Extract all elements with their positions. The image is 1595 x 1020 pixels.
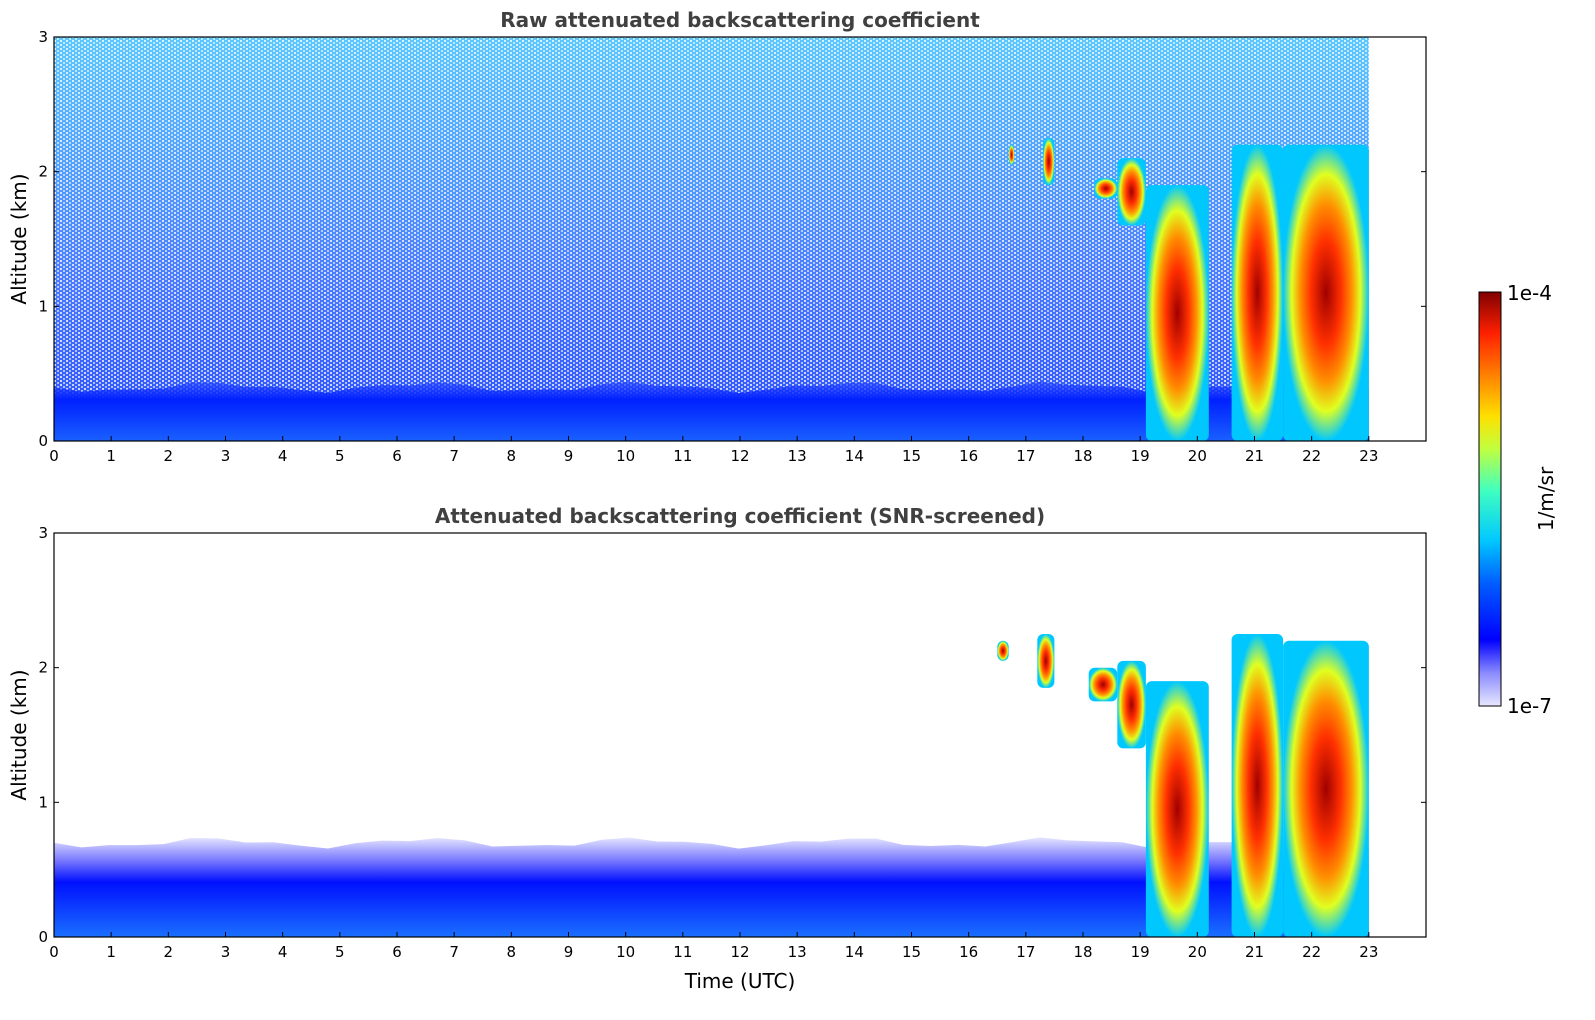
y-tick-label: 3 [38,28,48,46]
surface-layer-shape [54,837,1369,937]
y-axis-ticks: 0 1 2 3 [38,524,1426,946]
y-tick-label: 1 [38,793,48,811]
x-tick-label: 22 [1302,943,1321,961]
cloud-feature [1231,634,1284,937]
x-tick-label: 20 [1188,943,1207,961]
y-tick-label: 0 [38,432,48,450]
x-axis-ticks: 0 1 2 3 4 5 6 7 8 9 10 11 12 13 14 15 16 17 18 19 20 21 22 23 [49,436,1378,465]
x-tick-label: 3 [221,943,231,961]
surface-layer [54,837,1369,937]
cloud-feature [1037,634,1055,688]
panel-screened: Attenuated backscattering coefficient (S… [7,504,1427,993]
x-tick-label: 22 [1302,447,1321,465]
x-tick-label: 21 [1245,943,1264,961]
x-tick-label: 9 [564,943,574,961]
x-tick-label: 9 [564,447,574,465]
x-axis-label: Time (UTC) [684,969,796,993]
x-tick-label: 13 [788,447,807,465]
cloud-feature [1283,144,1369,441]
y-tick-label: 2 [38,659,48,677]
x-tick-label: 6 [392,447,402,465]
colorbar-gradient [1478,291,1502,707]
x-tick-label: 15 [902,447,921,465]
x-tick-label: 14 [845,943,864,961]
y-tick-label: 3 [38,524,48,542]
x-tick-label: 8 [507,943,517,961]
x-tick-label: 19 [1131,943,1150,961]
cloud-feature [1088,667,1118,702]
surface-layer-shape [54,381,1369,441]
x-tick-label: 1 [106,447,116,465]
x-tick-label: 4 [278,943,288,961]
cloud-layer [997,634,1369,937]
colorbar-min-label: 1e-7 [1507,694,1552,718]
x-tick-label: 20 [1188,447,1207,465]
cloud-feature [997,640,1009,661]
x-tick-label: 3 [221,447,231,465]
cloud-feature [1231,144,1284,441]
x-tick-label: 15 [902,943,921,961]
x-tick-label: 2 [164,447,174,465]
cloud-feature [1008,144,1015,165]
cloud-feature [1117,158,1146,226]
x-tick-label: 4 [278,447,288,465]
x-tick-label: 18 [1073,447,1092,465]
x-tick-label: 7 [449,447,459,465]
y-axis-label: Altitude (km) [7,669,31,800]
x-tick-label: 2 [164,943,174,961]
x-tick-label: 18 [1073,943,1092,961]
cloud-feature [1094,178,1118,199]
colorbar-unit-label: 1/m/sr [1534,466,1558,531]
cloud-feature [1145,185,1209,441]
panel-title: Attenuated backscattering coefficient (S… [435,504,1045,528]
panel-title: Raw attenuated backscattering coefficien… [500,8,980,32]
x-tick-label: 11 [673,943,692,961]
y-axis-ticks: 0 1 2 3 [38,28,1426,450]
x-tick-label: 10 [616,943,635,961]
cloud-feature [1283,640,1369,937]
x-tick-label: 14 [845,447,864,465]
y-tick-label: 0 [38,928,48,946]
y-tick-label: 2 [38,163,48,181]
y-tick-label: 1 [38,297,48,315]
panel-raw: Raw attenuated backscattering coefficien… [7,8,1427,465]
x-tick-label: 17 [1016,447,1035,465]
plot-area [54,37,1369,441]
cloud-layer [1008,138,1369,441]
x-tick-label: 23 [1359,943,1378,961]
cloud-feature [1043,138,1055,186]
x-tick-label: 19 [1131,447,1150,465]
x-tick-label: 16 [959,447,978,465]
x-tick-label: 11 [673,447,692,465]
x-tick-label: 17 [1016,943,1035,961]
x-tick-label: 13 [788,943,807,961]
x-tick-label: 1 [106,943,116,961]
x-axis-ticks: 0 1 2 3 4 5 6 7 8 9 10 11 12 13 14 15 16 17 18 19 20 21 22 23 [49,932,1378,961]
y-axis-label: Altitude (km) [7,173,31,304]
colorbar: 1e-4 1e-7 1/m/sr [1478,281,1558,718]
cloud-feature [1117,660,1146,749]
x-tick-label: 23 [1359,447,1378,465]
x-tick-label: 8 [507,447,517,465]
x-tick-label: 7 [449,943,459,961]
x-tick-label: 16 [959,943,978,961]
colorbar-max-label: 1e-4 [1507,281,1552,305]
surface-layer [54,381,1369,441]
x-tick-label: 21 [1245,447,1264,465]
x-tick-label: 10 [616,447,635,465]
x-tick-label: 6 [392,943,402,961]
x-tick-label: 0 [49,447,59,465]
x-tick-label: 5 [335,447,345,465]
x-tick-label: 12 [730,943,749,961]
cloud-feature [1145,681,1209,937]
plot-area [54,634,1369,937]
x-tick-label: 12 [730,447,749,465]
x-tick-label: 5 [335,943,345,961]
x-tick-label: 0 [49,943,59,961]
